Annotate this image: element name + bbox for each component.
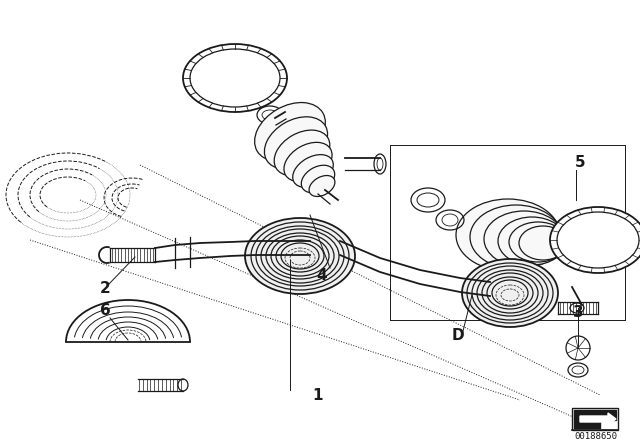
Text: 6: 6 <box>100 302 110 318</box>
Ellipse shape <box>462 259 558 327</box>
Ellipse shape <box>470 205 562 269</box>
Ellipse shape <box>274 130 330 176</box>
Ellipse shape <box>498 217 566 265</box>
Text: 5: 5 <box>575 155 586 169</box>
Text: 1: 1 <box>313 388 323 402</box>
Text: 00188650: 00188650 <box>575 431 618 440</box>
Text: 3: 3 <box>573 305 583 319</box>
Ellipse shape <box>519 226 567 260</box>
Text: D: D <box>452 327 464 343</box>
Text: 2: 2 <box>100 280 110 296</box>
Polygon shape <box>574 410 616 428</box>
Ellipse shape <box>484 211 564 267</box>
Ellipse shape <box>255 103 325 161</box>
Ellipse shape <box>292 155 333 187</box>
Bar <box>572 408 618 430</box>
Ellipse shape <box>550 207 640 273</box>
Ellipse shape <box>509 222 567 262</box>
Ellipse shape <box>309 176 335 197</box>
Ellipse shape <box>190 49 280 107</box>
Ellipse shape <box>264 117 328 169</box>
Ellipse shape <box>456 199 560 271</box>
Polygon shape <box>580 413 616 425</box>
Ellipse shape <box>301 165 335 193</box>
Ellipse shape <box>557 212 639 268</box>
Text: 4: 4 <box>317 267 327 283</box>
Ellipse shape <box>284 142 332 181</box>
Ellipse shape <box>245 218 355 294</box>
Ellipse shape <box>183 44 287 112</box>
